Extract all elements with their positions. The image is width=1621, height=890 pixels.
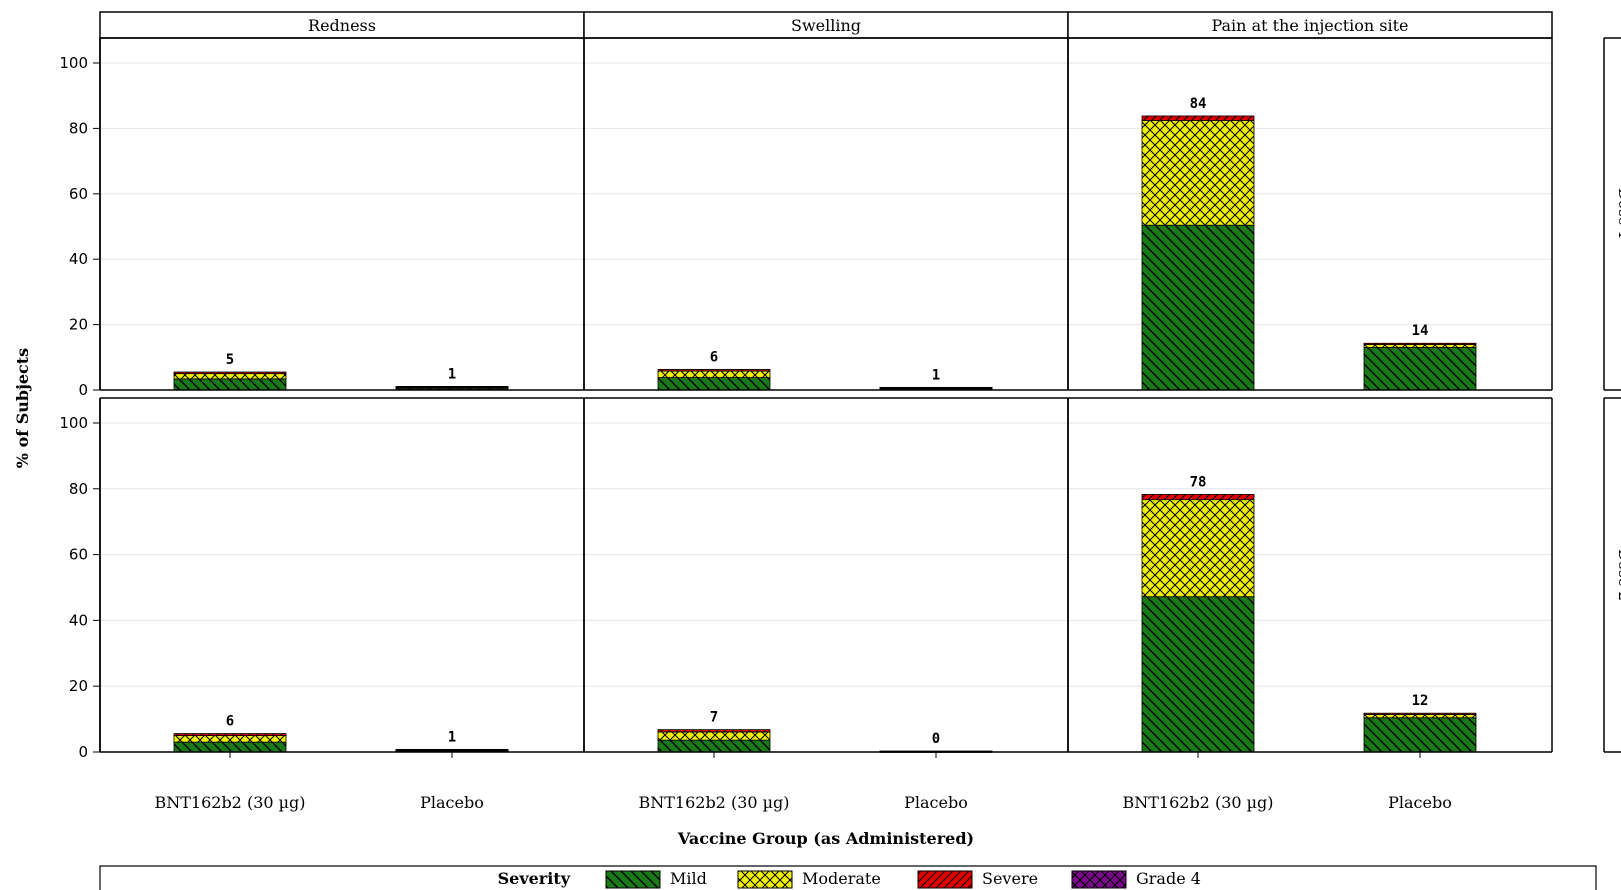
panel-title: Swelling (791, 16, 861, 35)
legend-swatch-moderate (737, 870, 793, 889)
y-tick-label: 40 (69, 611, 88, 629)
legend-label: Grade 4 (1136, 869, 1201, 888)
bar-segment-grade4 (395, 386, 509, 388)
bar-segment-mild (1363, 717, 1477, 753)
y-tick-label: 40 (69, 250, 88, 268)
y-tick-label: 60 (69, 546, 88, 564)
bar-segment-moderate (1141, 120, 1255, 226)
bar-segment-severe (1363, 712, 1477, 715)
bar-total-label: 1 (448, 366, 456, 382)
bar-total-label: 1 (932, 367, 940, 383)
x-category-label: Placebo (904, 793, 968, 812)
panel-title: Pain at the injection site (1211, 16, 1408, 35)
x-category-label: BNT162b2 (30 µg) (1122, 793, 1273, 812)
bar-total-label: 84 (1190, 96, 1207, 112)
legend-swatch-grade-4 (1071, 870, 1127, 889)
panel-title: Redness (308, 16, 376, 35)
y-axis-title: % of Subjects (13, 348, 32, 468)
y-tick-label: 80 (69, 480, 88, 498)
bar-segment-mild (173, 741, 287, 753)
x-category-label: BNT162b2 (30 µg) (154, 793, 305, 812)
bar-segment-mild (657, 377, 771, 391)
bar-segment-severe (173, 371, 287, 375)
y-tick-label: 0 (78, 743, 88, 761)
strip-header (1067, 11, 1553, 39)
bars-layer (173, 115, 1477, 753)
bar-segment-moderate (657, 370, 771, 378)
panel-frames (93, 11, 1621, 758)
legend-box (99, 865, 1597, 890)
row-label: Dose 2 (1615, 549, 1621, 601)
bar-segment-severe (1141, 493, 1255, 501)
bar-total-label: 6 (710, 349, 718, 365)
bar-segment-mild (1141, 596, 1255, 753)
bar-segment-mild (173, 378, 287, 391)
bar-segment-moderate (1363, 714, 1477, 719)
x-axis-title: Vaccine Group (as Administered) (677, 829, 974, 848)
bar-segment-mild (1363, 347, 1477, 391)
y-tick-label: 20 (69, 677, 88, 695)
bar-segment-moderate (1363, 344, 1477, 348)
bar-total-label: 0 (932, 731, 940, 747)
bar-segment-moderate (173, 373, 287, 380)
y-tick-label: 80 (69, 119, 88, 137)
legend-label: Moderate (802, 869, 881, 888)
bar-segment-severe (657, 368, 771, 372)
bar-total-label: 14 (1412, 323, 1429, 339)
bar-segment-severe (657, 729, 771, 733)
bar-segment-grade4 (395, 748, 509, 751)
y-tick-label: 100 (59, 54, 88, 72)
bar-segment-mild (1141, 224, 1255, 391)
text-layer: Redness Swelling Pain at the injection sit… (13, 16, 1621, 848)
bar-segment-severe (1141, 115, 1255, 121)
x-category-label: BNT162b2 (30 µg) (638, 793, 789, 812)
bar-segment-grade4 (879, 386, 993, 389)
bar-segment-moderate (657, 731, 771, 741)
x-category-label: Placebo (420, 793, 484, 812)
legend: Severity Mild Moderate Severe Grade 4 (99, 865, 1597, 890)
bar-total-label: 78 (1190, 474, 1207, 490)
row-label: Dose 1 (1615, 188, 1621, 240)
bar-total-label: 6 (226, 714, 234, 730)
y-tick-label: 100 (59, 414, 88, 432)
y-tick-label: 0 (78, 381, 88, 399)
bar-segment-severe (1363, 342, 1477, 345)
bar-segment-moderate (173, 735, 287, 743)
bar-segment-moderate (1141, 499, 1255, 598)
legend-swatch-severe (917, 870, 973, 889)
legend-swatch-mild (605, 870, 661, 889)
bar-segment-severe (173, 733, 287, 736)
legend-label: Mild (670, 869, 707, 888)
bar-segment-mild (657, 739, 771, 753)
bar-total-label: 12 (1412, 693, 1429, 709)
grid-layer (100, 62, 1552, 687)
x-category-label: Placebo (1388, 793, 1452, 812)
y-tick-label: 20 (69, 316, 88, 334)
bar-total-label: 5 (226, 352, 234, 368)
bar-total-label: 1 (448, 729, 456, 745)
y-tick-label: 60 (69, 185, 88, 203)
legend-title: Severity (498, 869, 571, 888)
legend-label: Severe (982, 869, 1038, 888)
bar-total-label: 7 (710, 710, 718, 726)
